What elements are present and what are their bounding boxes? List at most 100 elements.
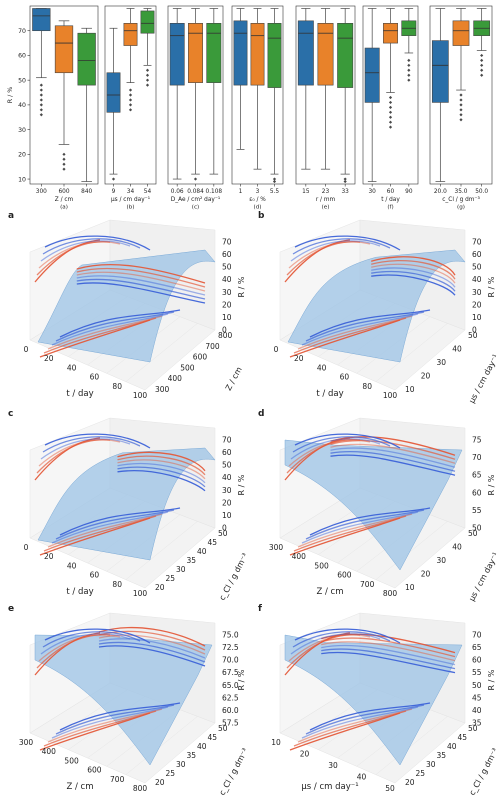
y-tick-label: 30 <box>18 127 26 134</box>
x-tick-label: 1 <box>239 189 243 195</box>
z-tick-label: 65 <box>472 471 482 480</box>
projection-curve-floor <box>293 710 407 747</box>
projection-curve-floor <box>305 311 425 342</box>
y-tick-label: 30 <box>437 358 447 367</box>
projection-curve-floor <box>51 511 169 544</box>
z-tick-label: 55 <box>472 668 482 677</box>
projection-curve-back <box>292 238 391 255</box>
y-tick-label: 50 <box>468 529 478 538</box>
x-axis-label: μs / cm day⁻¹ <box>301 782 358 792</box>
boxplot-panel: 20.0 35.0 50.0c_Cl / g dm⁻³ (g) <box>429 5 493 211</box>
surface-curve <box>371 274 456 296</box>
panel-sublabel: (f) <box>387 205 393 211</box>
flier-point <box>459 98 463 102</box>
projection-curve-back <box>288 241 371 269</box>
flier-point <box>480 73 484 77</box>
box <box>123 23 138 46</box>
projection-curve-floor <box>59 309 181 338</box>
z-tick-label: 67.5 <box>222 668 239 677</box>
x-tick-label: 400 <box>292 552 307 561</box>
x-tick-label: 0 <box>274 345 279 354</box>
z-tick-label: 50 <box>472 524 482 533</box>
x-tick-label: 600 <box>58 189 69 195</box>
y-tick-label: 60 <box>18 53 26 60</box>
y-tick-label: 700 <box>205 342 220 351</box>
z-tick-label: 50 <box>222 461 232 470</box>
flier-point <box>62 167 66 171</box>
z-tick-label: 20 <box>222 300 232 309</box>
panel-sublabel: (a) <box>60 205 68 211</box>
x-tick-label: 0 <box>24 345 29 354</box>
flier-point <box>62 157 66 161</box>
z-tick-label: 10 <box>222 511 232 520</box>
boxplot-panel: 1 3 5.5 ε₀ / % (d) <box>231 5 284 211</box>
box <box>32 8 51 32</box>
surface-curve <box>371 267 456 288</box>
projection-curve-back <box>288 634 371 662</box>
x-tick-label: 54 <box>144 189 152 195</box>
surface-curve <box>76 275 206 296</box>
z-tick-label: 62.5 <box>222 693 239 702</box>
projection-curve-floor <box>297 315 413 350</box>
projection-curve-floor <box>297 513 413 548</box>
z-tick-label: 10 <box>472 313 482 322</box>
x-axis-label: c_Cl / g dm⁻³ <box>442 196 480 203</box>
surface-curve <box>76 267 206 288</box>
z-tick-label: 72.5 <box>222 643 239 652</box>
flier-point <box>388 110 393 114</box>
z-tick-label: 70 <box>222 238 232 247</box>
projection-curve-floor <box>51 706 169 739</box>
z-tick-label: 60.0 <box>222 706 239 715</box>
y-tick-label: 600 <box>193 353 208 362</box>
x-tick-label: 0.084 <box>187 189 204 195</box>
flier-point <box>145 68 150 72</box>
flier-point <box>407 63 411 67</box>
projection-curve-floor <box>55 311 175 342</box>
flier-point <box>128 108 133 112</box>
surface-curve <box>117 459 206 480</box>
projection-curve-floor <box>51 313 169 346</box>
x-tick-label: 300 <box>269 543 284 552</box>
box <box>77 32 96 86</box>
x-tick-label: 60 <box>90 571 100 580</box>
projection-curve-floor <box>309 702 431 731</box>
z-axis-label: R / % <box>237 474 246 495</box>
response-surface <box>284 439 463 571</box>
surface-curve <box>76 282 206 304</box>
projection-curve-back <box>36 634 111 669</box>
box <box>106 72 121 113</box>
boxplot-panel: 30 60 90 t / day (f) <box>362 5 419 211</box>
box <box>250 23 265 86</box>
panel-sublabel: (g) <box>457 205 465 211</box>
z-tick-label: 10 <box>222 313 232 322</box>
x-axis-label: ε₀ / % <box>249 197 266 203</box>
y-tick-label: 40 <box>18 102 26 109</box>
x-tick-label: 100 <box>133 391 148 400</box>
box <box>317 23 334 86</box>
x-tick-label: 500 <box>64 756 79 765</box>
box <box>297 20 314 86</box>
projection-curve-floor <box>55 704 175 735</box>
z-tick-label: 60 <box>222 448 232 457</box>
x-tick-label: 500 <box>314 561 329 570</box>
projection-curve-back <box>42 436 141 453</box>
box <box>337 23 354 88</box>
projection-curve-floor <box>55 509 175 540</box>
z-tick-label: 60 <box>472 250 482 259</box>
surface-curve <box>117 470 206 492</box>
projection-curve-back <box>40 240 131 262</box>
box <box>383 23 398 44</box>
y-tick-label: 25 <box>166 574 176 583</box>
z-tick-label: 0 <box>472 326 477 335</box>
y-tick-label: 300 <box>155 385 170 394</box>
x-tick-label: 30 <box>368 189 376 195</box>
grid-line <box>125 716 198 775</box>
x-tick-label: 80 <box>362 382 372 391</box>
box <box>54 25 74 74</box>
y-tick-label: 50 <box>18 77 26 84</box>
box <box>267 23 282 88</box>
flier-point <box>128 98 133 102</box>
flier-point <box>388 100 393 105</box>
